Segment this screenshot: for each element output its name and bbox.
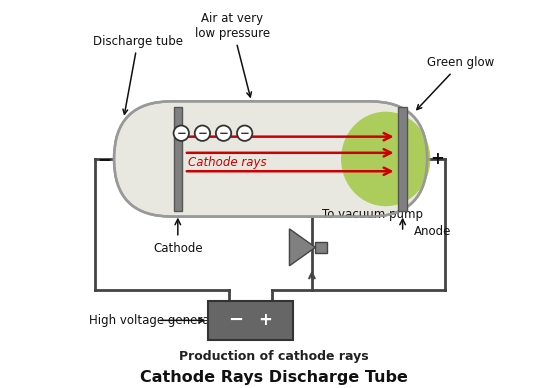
Text: −: −: [228, 311, 243, 329]
Text: Cathode rays: Cathode rays: [188, 156, 266, 169]
Text: −: −: [176, 127, 186, 140]
Text: −: −: [97, 150, 111, 168]
Text: To vacuum pump: To vacuum pump: [322, 208, 422, 221]
Text: Cathode: Cathode: [153, 242, 202, 255]
Text: Anode: Anode: [414, 225, 451, 239]
Circle shape: [195, 125, 210, 141]
FancyBboxPatch shape: [114, 101, 427, 217]
Text: Production of cathode rays: Production of cathode rays: [179, 350, 368, 363]
Text: −: −: [240, 127, 249, 140]
Circle shape: [216, 125, 231, 141]
Text: High voltage generator: High voltage generator: [89, 314, 226, 327]
Text: Cathode Rays Discharge Tube: Cathode Rays Discharge Tube: [139, 370, 408, 385]
Circle shape: [173, 125, 189, 141]
Bar: [173, 107, 182, 211]
Text: +: +: [259, 311, 272, 329]
Text: −: −: [197, 127, 207, 140]
Text: +: +: [430, 150, 444, 168]
Bar: [208, 301, 293, 340]
Text: Green glow: Green glow: [417, 56, 494, 109]
Bar: [398, 107, 407, 211]
Text: −: −: [219, 127, 229, 140]
Ellipse shape: [341, 112, 430, 206]
Bar: [316, 242, 328, 253]
Circle shape: [237, 125, 252, 141]
Polygon shape: [289, 229, 316, 266]
Text: Air at very
low pressure: Air at very low pressure: [195, 12, 270, 97]
Text: Discharge tube: Discharge tube: [93, 35, 183, 114]
